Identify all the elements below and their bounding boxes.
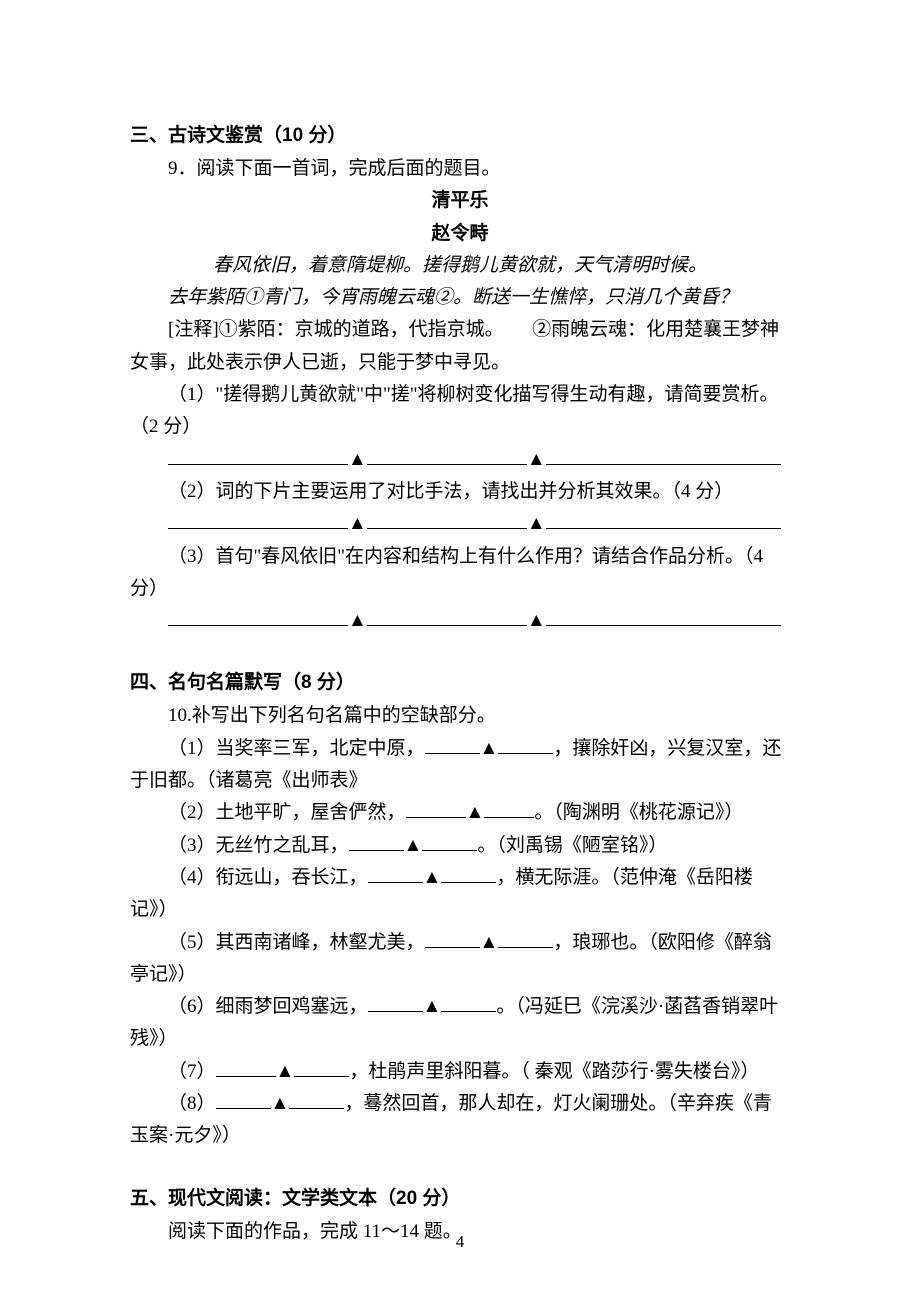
answer-blank[interactable] [168,445,348,465]
answer-blank[interactable] [441,863,496,883]
answer-blank-line: ▲▲ [130,444,790,476]
answer-blank[interactable] [368,863,423,883]
question-10-intro: 10.补写出下列名句名篇中的空缺部分。 [130,700,790,732]
fill-item-6: （6）细雨梦回鸡塞远，▲。（冯延巳《浣溪沙·菡萏香销翠叶残》） [130,991,790,1056]
answer-blank[interactable] [425,734,480,754]
fill-item-4: （4）衔远山，吞长江，▲，横无际涯。（范仲淹《岳阳楼记》） [130,862,790,927]
answer-blank[interactable] [168,606,348,626]
answer-blank[interactable] [422,831,477,851]
fill-item-3: （3）无丝竹之乱耳，▲。（刘禹锡《陋室铭》） [130,830,790,862]
fill-item-1: （1）当奖率三军，北定中原，▲，攘除奸凶，兴复汉室，还于旧都。（诸葛亮《出师表》 [130,733,790,798]
question-9-intro: 9．阅读下面一首词，完成后面的题目。 [130,153,790,185]
fill-item-8: （8）▲，蓦然回首，那人却在，灯火阑珊处。（辛弃疾《青玉案·元夕》） [130,1088,790,1153]
answer-blank[interactable] [367,445,527,465]
question-9-3: （3）首句"春风依旧"在内容和结构上有什么作用？请结合作品分析。（4分） [130,541,790,606]
fill-item-7: （7）▲，杜鹃声里斜阳暮。（ 秦观《踏莎行·雾失楼台》） [130,1056,790,1088]
answer-blank[interactable] [289,1089,344,1109]
answer-blank[interactable] [406,798,466,818]
answer-blank[interactable] [498,734,553,754]
answer-blank[interactable] [294,1057,349,1077]
question-9-1: （1）"搓得鹅儿黄欲就"中"搓"将柳树变化描写得生动有趣，请简要赏析。（2 分） [130,379,790,444]
poem-line-2: 去年紫陌①青门，今宵雨魄云魂②。断送一生憔悴，只消几个黄昏？ [130,282,790,314]
answer-blank-line: ▲▲ [130,605,790,637]
answer-blank[interactable] [368,992,423,1012]
question-9-2: （2）词的下片主要运用了对比手法，请找出并分析其效果。（4 分） [130,476,790,508]
fill-item-2: （2）土地平旷，屋舍俨然，▲。（陶渊明《桃花源记》） [130,797,790,829]
answer-blank[interactable] [425,928,480,948]
answer-blank[interactable] [367,509,527,529]
answer-blank[interactable] [498,928,553,948]
answer-blank[interactable] [546,509,781,529]
poem-title: 清平乐 [130,185,790,217]
fill-item-5: （5）其西南诸峰，林壑尤美，▲，琅琊也。（欧阳修《醉翁亭记》） [130,927,790,992]
answer-blank[interactable] [367,606,527,626]
answer-blank[interactable] [546,606,781,626]
poem-notes: [注释]①紫陌：京城的道路，代指京城。 ②雨魄云魂：化用楚襄王梦神女事，此处表示… [130,314,790,379]
section-3-title: 三、古诗文鉴赏（10 分） [130,120,790,147]
answer-blank-line: ▲▲ [130,508,790,540]
page-number: 4 [0,1232,920,1252]
poem-line-1: 春风依旧，着意隋堤柳。搓得鹅儿黄欲就，天气清明时候。 [130,250,790,282]
answer-blank[interactable] [349,831,404,851]
answer-blank[interactable] [441,992,496,1012]
answer-blank[interactable] [216,1089,271,1109]
answer-blank[interactable] [168,509,348,529]
poem-author: 赵令畤 [130,218,790,250]
answer-blank[interactable] [484,798,534,818]
section-5-title: 五、现代文阅读：文学类文本（20 分） [130,1183,790,1210]
section-4-title: 四、名句名篇默写（8 分） [130,667,790,694]
answer-blank[interactable] [546,445,781,465]
answer-blank[interactable] [216,1057,276,1077]
